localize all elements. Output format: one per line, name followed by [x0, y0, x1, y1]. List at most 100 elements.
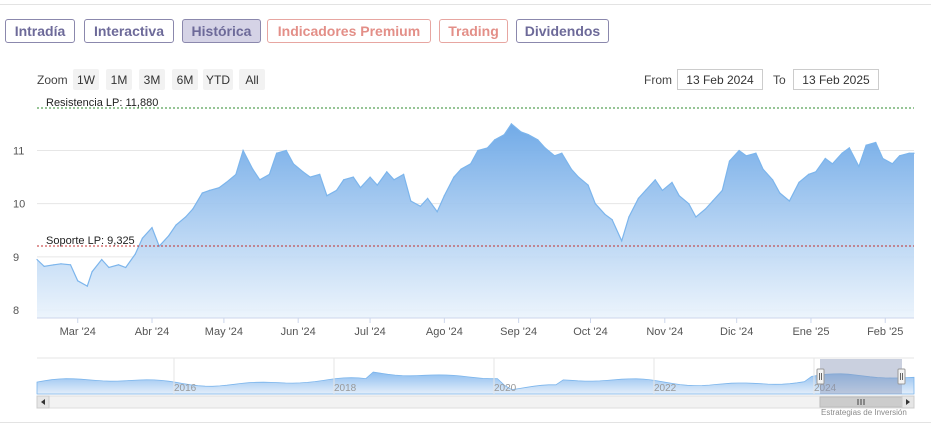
data-point [611, 219, 613, 221]
data-point [637, 197, 640, 199]
data-point [882, 157, 884, 160]
range-to-label: To [773, 73, 786, 87]
data-point [77, 280, 79, 282]
tab-dividendos[interactable]: Dividendos [516, 19, 609, 43]
data-point [376, 184, 378, 186]
data-point [134, 253, 136, 255]
data-point [285, 149, 287, 152]
area-fill [37, 123, 914, 319]
data-point [309, 176, 311, 178]
data-point [185, 216, 187, 218]
x-tick-label: Feb '25 [867, 326, 903, 338]
range-from-label: From [644, 73, 672, 87]
data-point [477, 149, 479, 152]
data-point [359, 187, 362, 189]
navigator-tick-label: 2018 [334, 383, 357, 394]
data-point [738, 149, 740, 152]
navigator-left-handle[interactable] [816, 368, 825, 385]
data-point [276, 152, 278, 154]
chart-credit: Estrategias de Inversión [821, 408, 907, 417]
data-point [908, 152, 910, 154]
data-point [268, 173, 270, 175]
data-point [561, 152, 563, 154]
data-point [403, 173, 405, 175]
navigator-axis: 2016 2018 2020 2022 2024 [173, 358, 837, 394]
tab-historica[interactable]: Histórica [182, 19, 261, 43]
data-point [704, 208, 707, 210]
data-point [544, 147, 546, 149]
data-point [728, 160, 731, 162]
data-point [108, 266, 110, 269]
data-point [470, 163, 472, 165]
arrow-left-icon [41, 399, 45, 405]
data-point [125, 266, 127, 269]
tab-intradia[interactable]: Intradía [5, 19, 75, 43]
data-point [520, 131, 522, 133]
data-point [788, 200, 791, 202]
navigator-scrollbar[interactable] [36, 395, 915, 409]
data-point [527, 134, 529, 136]
y-tick-label: 9 [13, 252, 19, 264]
data-point [745, 155, 747, 157]
data-point [762, 168, 764, 170]
data-point [875, 141, 877, 144]
data-point [654, 179, 656, 181]
zoom-3m-button[interactable]: 3M [139, 69, 165, 90]
navigator-tick-label: 2022 [654, 383, 677, 394]
data-point [69, 264, 72, 266]
zoom-6m-button[interactable]: 6M [172, 69, 198, 90]
x-axis: Mar '24 Abr '24 May '24 Jun '24 Jul '24 Ago '… [60, 318, 903, 338]
scrollbar-track[interactable] [36, 395, 915, 409]
bottom-divider [0, 422, 931, 423]
data-point [319, 173, 321, 175]
navigator-right-handle[interactable] [897, 368, 906, 385]
range-to-input[interactable]: 13 Feb 2025 [793, 69, 879, 90]
data-point [86, 285, 88, 287]
data-point [570, 168, 572, 170]
navigator-mask[interactable] [820, 359, 902, 394]
data-point [91, 271, 93, 273]
range-from-input[interactable]: 13 Feb 2024 [677, 69, 763, 90]
data-point [436, 211, 438, 213]
x-tick-label: Sep '24 [500, 326, 537, 338]
zoom-ytd-button[interactable]: YTD [203, 69, 233, 90]
data-point [141, 237, 143, 239]
data-point [225, 181, 227, 183]
zoom-all-button[interactable]: All [239, 69, 265, 90]
data-point [242, 149, 244, 152]
data-point [712, 200, 714, 202]
data-point [858, 165, 860, 168]
data-point [865, 144, 867, 146]
data-point [899, 155, 901, 157]
data-point [292, 163, 294, 165]
data-point [678, 195, 680, 197]
data-point [841, 152, 843, 154]
data-point [218, 187, 220, 189]
y-tick-label: 11 [13, 146, 24, 158]
x-tick-label: Mar '24 [60, 326, 96, 338]
data-point [755, 152, 757, 154]
zoom-1m-button[interactable]: 1M [106, 69, 132, 90]
x-tick-label: Ago '24 [426, 326, 463, 338]
tab-interactiva[interactable]: Interactiva [84, 19, 174, 43]
data-point [259, 179, 261, 181]
x-tick-label: Jun '24 [281, 326, 316, 338]
tab-indicadores-premium[interactable]: Indicadores Premium [267, 19, 431, 43]
tab-trading[interactable]: Trading [439, 19, 508, 43]
data-point [594, 203, 596, 205]
zoom-1w-button[interactable]: 1W [73, 69, 99, 90]
data-point [721, 189, 723, 191]
x-tick-label: Nov '24 [646, 326, 683, 338]
data-point [53, 264, 55, 266]
data-point [302, 171, 304, 173]
data-point [604, 213, 606, 215]
data-point [779, 192, 781, 194]
data-point [621, 240, 623, 242]
data-point [628, 216, 630, 218]
data-point [36, 258, 38, 261]
x-tick-label: Jul '24 [354, 326, 385, 338]
data-point [503, 134, 505, 136]
navigator[interactable]: 2016 2018 2020 2022 2024 [36, 357, 915, 395]
data-point [386, 171, 388, 173]
